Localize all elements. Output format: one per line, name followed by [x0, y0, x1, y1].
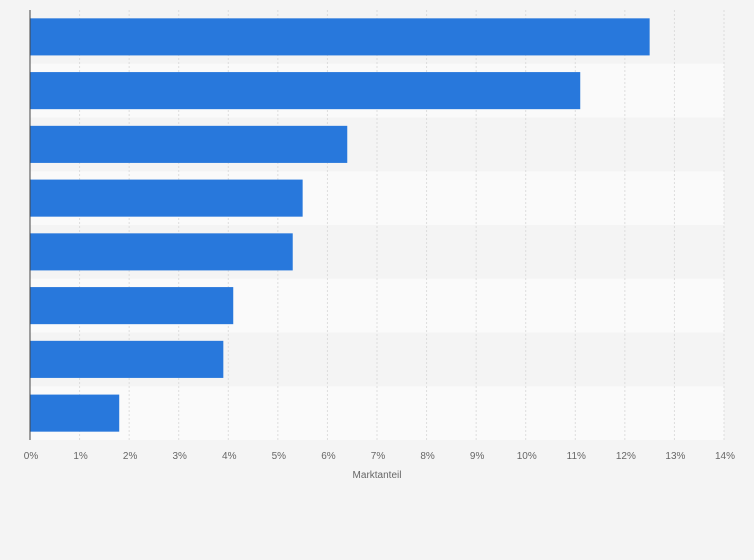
bar[interactable] — [30, 18, 650, 56]
x-tick-label: 7% — [371, 451, 386, 462]
bar[interactable] — [30, 125, 348, 163]
bar[interactable] — [30, 233, 293, 271]
x-tick-label: 6% — [321, 451, 336, 462]
x-tick-label: 1% — [73, 451, 88, 462]
bar[interactable] — [30, 394, 120, 432]
x-tick-label: 3% — [172, 451, 187, 462]
bar[interactable] — [30, 72, 581, 110]
x-tick-label: 0% — [24, 451, 39, 462]
x-tick-label: 4% — [222, 451, 237, 462]
x-tick-label: 2% — [123, 451, 138, 462]
bar[interactable] — [30, 179, 303, 217]
bar[interactable] — [30, 340, 224, 378]
bars — [30, 18, 650, 432]
x-tick-label: 14% — [715, 451, 735, 462]
x-axis-title: Marktanteil — [353, 470, 402, 481]
x-tick-label: 11% — [567, 451, 586, 462]
bar[interactable] — [30, 287, 234, 325]
x-tick-labels: 0% 1% 2% 3% 4% 5% 6% 7% 8% 9% 10% 11% 12% 13% 14% — [24, 451, 735, 462]
x-tick-label: 10% — [517, 451, 537, 462]
x-tick-label: 9% — [470, 451, 485, 462]
x-tick-label: 12% — [616, 451, 636, 462]
x-tick-label: 13% — [665, 451, 685, 462]
x-tick-label: 5% — [272, 451, 287, 462]
x-tick-label: 8% — [420, 451, 435, 462]
